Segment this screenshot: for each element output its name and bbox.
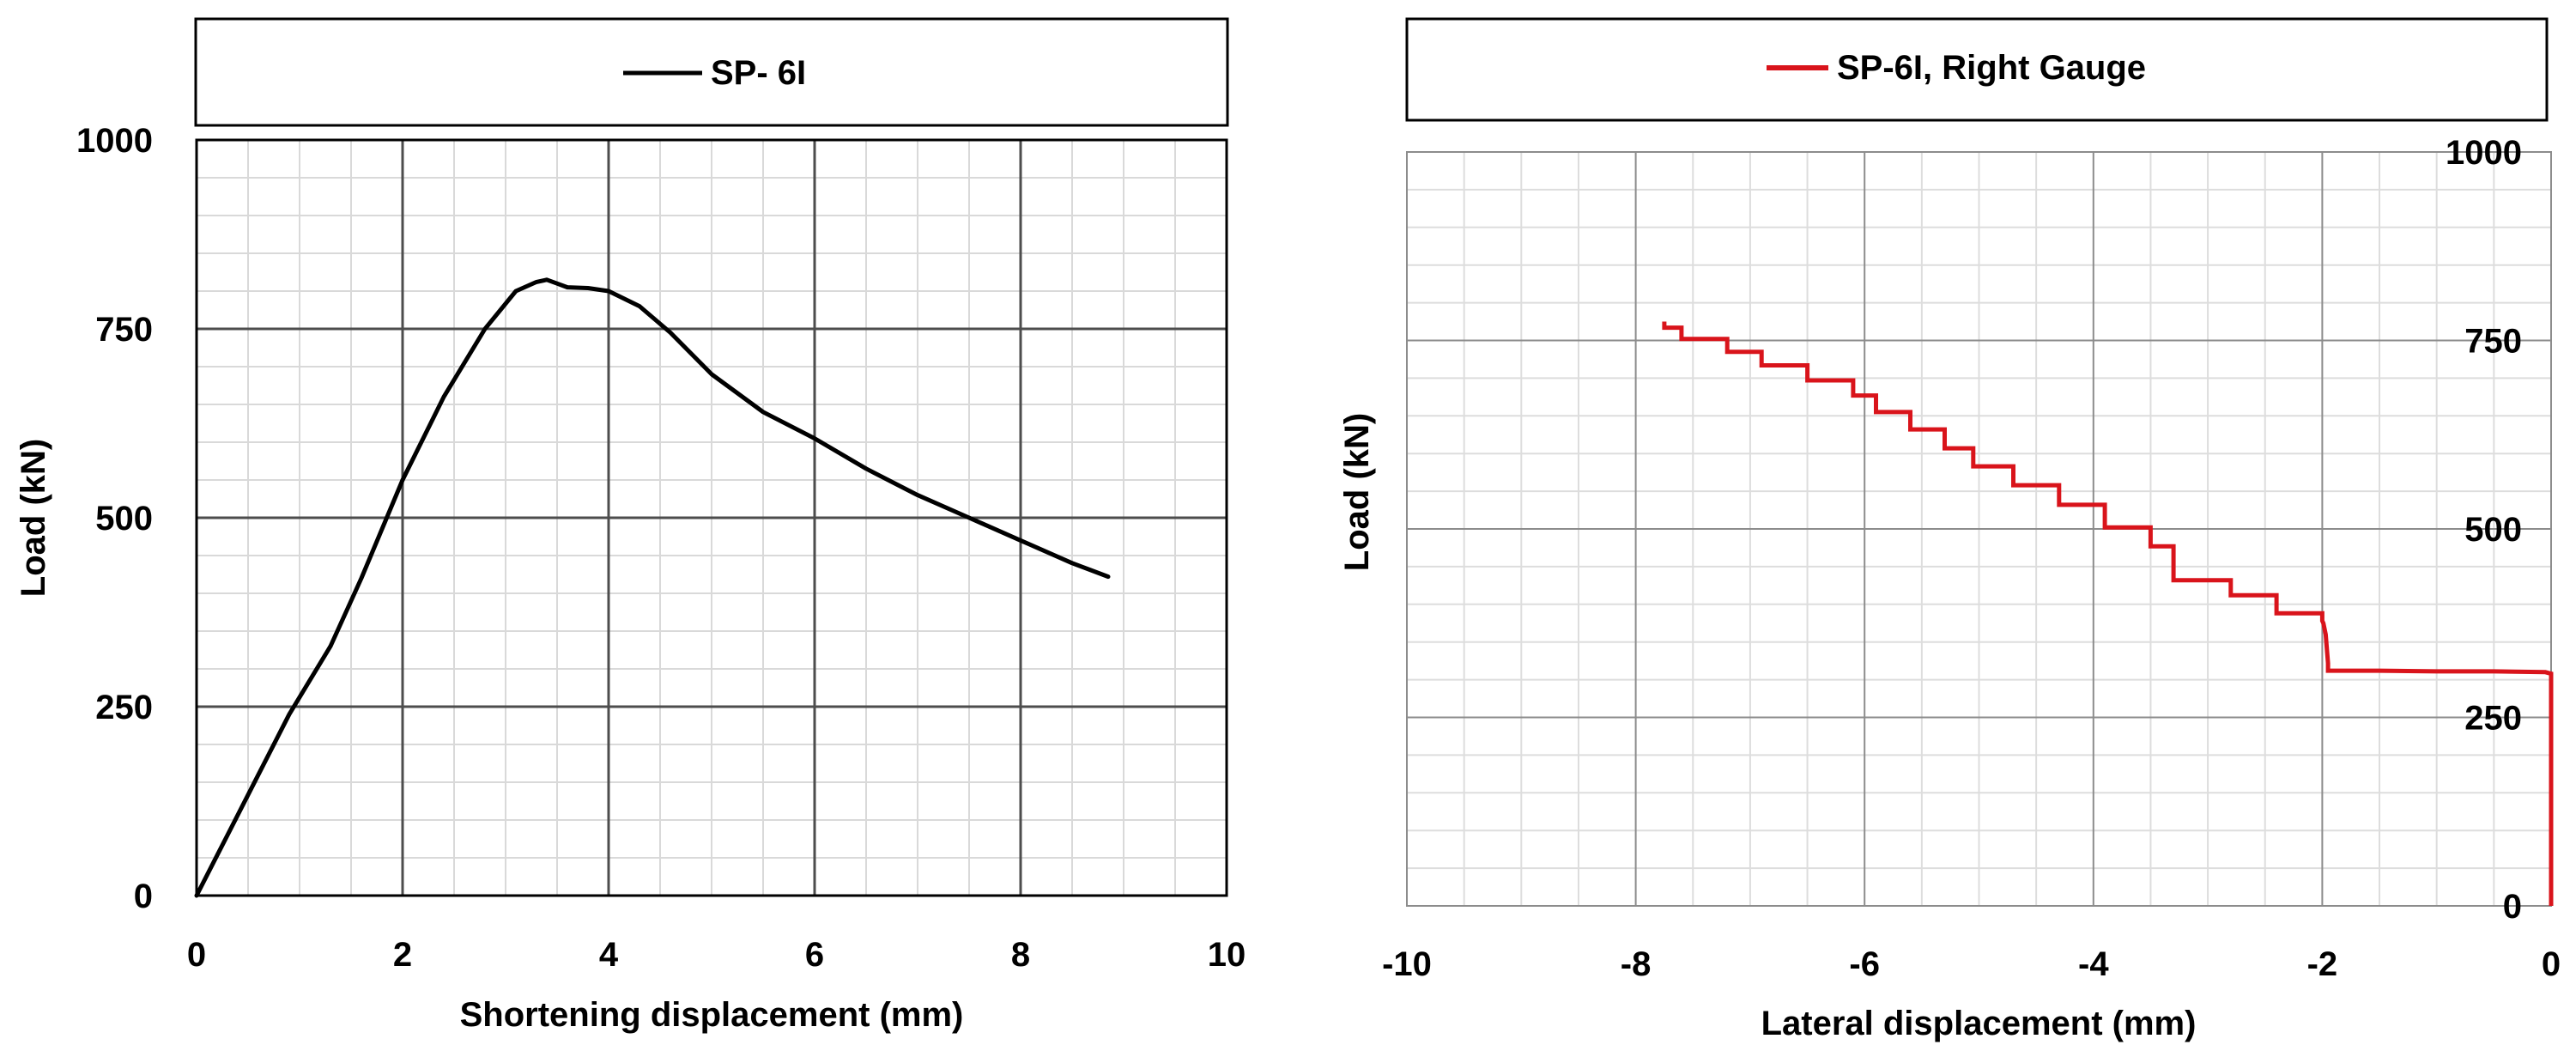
y-tick-label: 500 <box>2464 511 2522 549</box>
x-tick-labels: -10 -8 -6 -4 -2 0 <box>1382 945 2561 983</box>
x-tick-label: 8 <box>1011 936 1030 974</box>
x-tick-label: 2 <box>393 936 412 974</box>
x-axis-label: Shortening displacement (mm) <box>460 996 964 1034</box>
legend-frame <box>1405 17 2549 122</box>
x-tick-label: 0 <box>2542 945 2561 983</box>
x-tick-labels: 0 2 4 6 8 10 <box>187 936 1246 974</box>
shortening-chart: SP- 6I 0 2 4 6 8 10 0 250 500 750 1000 S… <box>15 17 1246 1034</box>
legend-box: SP- 6I <box>194 17 1229 127</box>
y-tick-labels: 0 250 500 750 1000 <box>2446 134 2522 926</box>
plot-frame <box>1406 151 2552 907</box>
x-tick-label: -10 <box>1382 945 1432 983</box>
x-axis-label: Lateral displacement (mm) <box>1761 1005 2197 1042</box>
y-tick-label: 1000 <box>76 122 153 160</box>
x-tick-label: 0 <box>187 936 206 974</box>
lateral-chart: SP-6I, Right Gauge -10 -8 -6 -4 -2 0 0 2… <box>1338 17 2561 1042</box>
legend-label-right-gauge: SP-6I, Right Gauge <box>1837 49 2146 87</box>
series-line-sp-6i <box>194 277 1111 898</box>
legend-box: SP-6I, Right Gauge <box>1405 17 2549 122</box>
x-tick-label: 6 <box>805 936 824 974</box>
grid <box>197 140 1227 896</box>
x-tick-label: -4 <box>2078 945 2109 983</box>
y-axis-label: Load (kN) <box>1338 413 1376 571</box>
plot-frame <box>195 138 1228 897</box>
series-line-right-gauge <box>1662 321 2554 906</box>
y-tick-label: 0 <box>134 878 153 915</box>
y-tick-label: 250 <box>2464 700 2522 738</box>
x-tick-label: 4 <box>599 936 619 974</box>
y-axis-label: Load (kN) <box>15 439 52 597</box>
y-tick-labels: 0 250 500 750 1000 <box>76 122 153 915</box>
y-tick-label: 750 <box>2464 323 2522 361</box>
x-tick-label: -8 <box>1621 945 1652 983</box>
y-tick-label: 1000 <box>2446 134 2522 172</box>
x-tick-label: 10 <box>1208 936 1246 974</box>
y-tick-label: 500 <box>95 500 153 538</box>
x-tick-label: -6 <box>1849 945 1880 983</box>
legend-label-sp-6i: SP- 6I <box>711 54 806 92</box>
grid <box>1407 152 2551 906</box>
y-tick-label: 0 <box>2503 888 2522 926</box>
y-tick-label: 250 <box>95 689 153 726</box>
y-tick-label: 750 <box>95 311 153 349</box>
x-tick-label: -2 <box>2307 945 2338 983</box>
legend-frame <box>194 17 1229 127</box>
